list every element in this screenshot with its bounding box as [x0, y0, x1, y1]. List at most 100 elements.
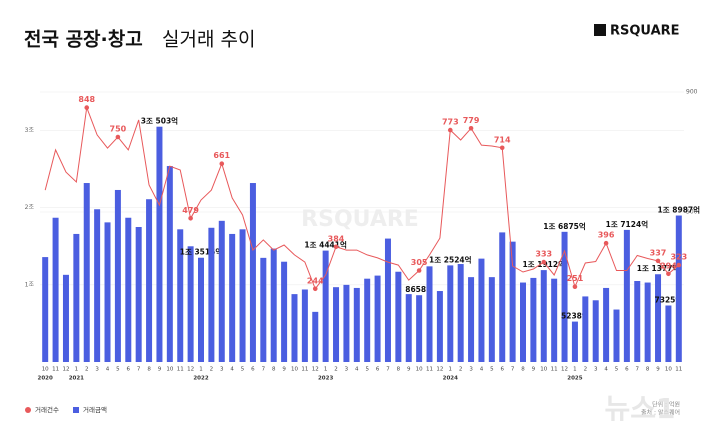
x-tick-label: 10	[166, 367, 173, 373]
bar	[364, 278, 371, 362]
bar	[644, 282, 651, 362]
bar	[156, 126, 163, 363]
bar-value-label: 1조 4441억	[304, 240, 347, 250]
bar	[52, 217, 59, 362]
x-tick-label: 10	[42, 367, 49, 373]
bar	[623, 229, 630, 362]
x-tick-label: 5	[615, 367, 619, 373]
x-tick-label: 3	[469, 367, 473, 373]
x-tick-label: 5	[365, 367, 369, 373]
x-tick-label: 11	[177, 367, 184, 373]
bar	[73, 233, 80, 362]
legend-label: 거래건수	[35, 405, 59, 414]
x-tick-label: 9	[407, 367, 411, 373]
x-tick-label: 9	[282, 367, 286, 373]
y-tick-label: 3조	[25, 127, 35, 134]
x-tick-label: 7	[511, 367, 515, 373]
x-tick-label: 11	[551, 367, 558, 373]
bar	[551, 278, 558, 362]
line-value-label: 333	[535, 250, 552, 259]
bar-value-label: 5238억	[561, 311, 589, 321]
x-tick-label: 11	[301, 367, 308, 373]
x-tick-label: 4	[106, 367, 110, 373]
bar	[665, 305, 672, 362]
x-tick-label: 6	[625, 367, 629, 373]
bar	[488, 277, 495, 362]
x-tick-label: 7	[262, 367, 266, 373]
bar	[655, 274, 662, 362]
bar-value-label: 1조 1377억	[637, 263, 680, 273]
bar	[187, 246, 194, 362]
year-label: 2021	[69, 376, 84, 382]
x-tick-label: 3	[220, 367, 224, 373]
line-point	[541, 259, 547, 265]
line-value-label: 396	[598, 231, 615, 240]
line-point	[416, 268, 422, 273]
x-tick-label: 2	[584, 367, 588, 373]
x-tick-label: 10	[416, 367, 423, 373]
line-point	[115, 134, 121, 140]
bar	[281, 261, 288, 362]
source: 출처 : 알스퀘어	[641, 409, 680, 417]
legend-label: 거래금액	[83, 405, 107, 414]
bar	[561, 231, 568, 362]
x-tick-label: 5	[490, 367, 494, 373]
x-tick-label: 12	[62, 367, 69, 373]
bar-value-label: 1조 2524억	[429, 254, 472, 264]
x-tick-label: 1	[449, 367, 453, 373]
x-tick-label: 9	[532, 367, 536, 373]
x-tick-label: 1	[573, 367, 577, 373]
logo-mark	[594, 24, 606, 36]
x-tick-label: 4	[480, 367, 484, 373]
line-value-label: 251	[567, 274, 584, 283]
line-value-label: 750	[110, 125, 127, 134]
line-point	[676, 262, 682, 268]
bar	[343, 284, 350, 362]
line-value-label: 779	[463, 116, 480, 125]
bar	[405, 294, 412, 362]
x-tick-label: 1	[199, 367, 203, 373]
bar	[104, 222, 111, 362]
bar	[135, 227, 142, 362]
bar	[509, 241, 516, 362]
bar	[322, 250, 329, 362]
bar	[634, 281, 641, 362]
line-point	[188, 216, 193, 221]
year-label: 2023	[318, 376, 333, 382]
chart-title: 전국 공장·창고	[24, 29, 143, 51]
legend-swatch	[73, 407, 79, 413]
line-point	[572, 284, 578, 290]
line-point	[655, 258, 661, 264]
bar-value-label: 8658억	[405, 284, 433, 294]
line-value-label: 479	[182, 206, 199, 215]
x-tick-label: 4	[230, 367, 234, 373]
x-tick-label: 6	[251, 367, 255, 373]
line-point	[84, 105, 90, 110]
line-value-label: 773	[442, 118, 459, 127]
bar-value-label: 7325억	[655, 294, 683, 304]
watermark: 뉴스1	[604, 392, 675, 425]
x-tick-label: 5	[241, 367, 245, 373]
year-label: 2024	[443, 376, 458, 382]
x-tick-label: 11	[675, 367, 682, 373]
bar	[239, 229, 246, 362]
bar	[353, 287, 360, 362]
x-tick-label: 6	[500, 367, 504, 373]
year-label: 2022	[193, 376, 208, 382]
bar	[499, 232, 506, 362]
bar	[571, 321, 578, 362]
x-tick-label: 9	[158, 367, 162, 373]
y-tick-label: 2조	[25, 204, 35, 211]
bar	[333, 287, 340, 362]
bar	[374, 275, 381, 362]
line-point	[468, 126, 474, 131]
x-tick-label: 1	[324, 367, 328, 373]
y2-tick-label: 900	[686, 89, 698, 96]
bar	[540, 270, 547, 362]
line-point	[333, 244, 339, 250]
y2-tick-label: 500	[686, 209, 698, 216]
bar	[603, 287, 610, 362]
line-point	[603, 240, 609, 246]
bar	[249, 183, 256, 362]
x-tick-label: 10	[665, 367, 672, 373]
